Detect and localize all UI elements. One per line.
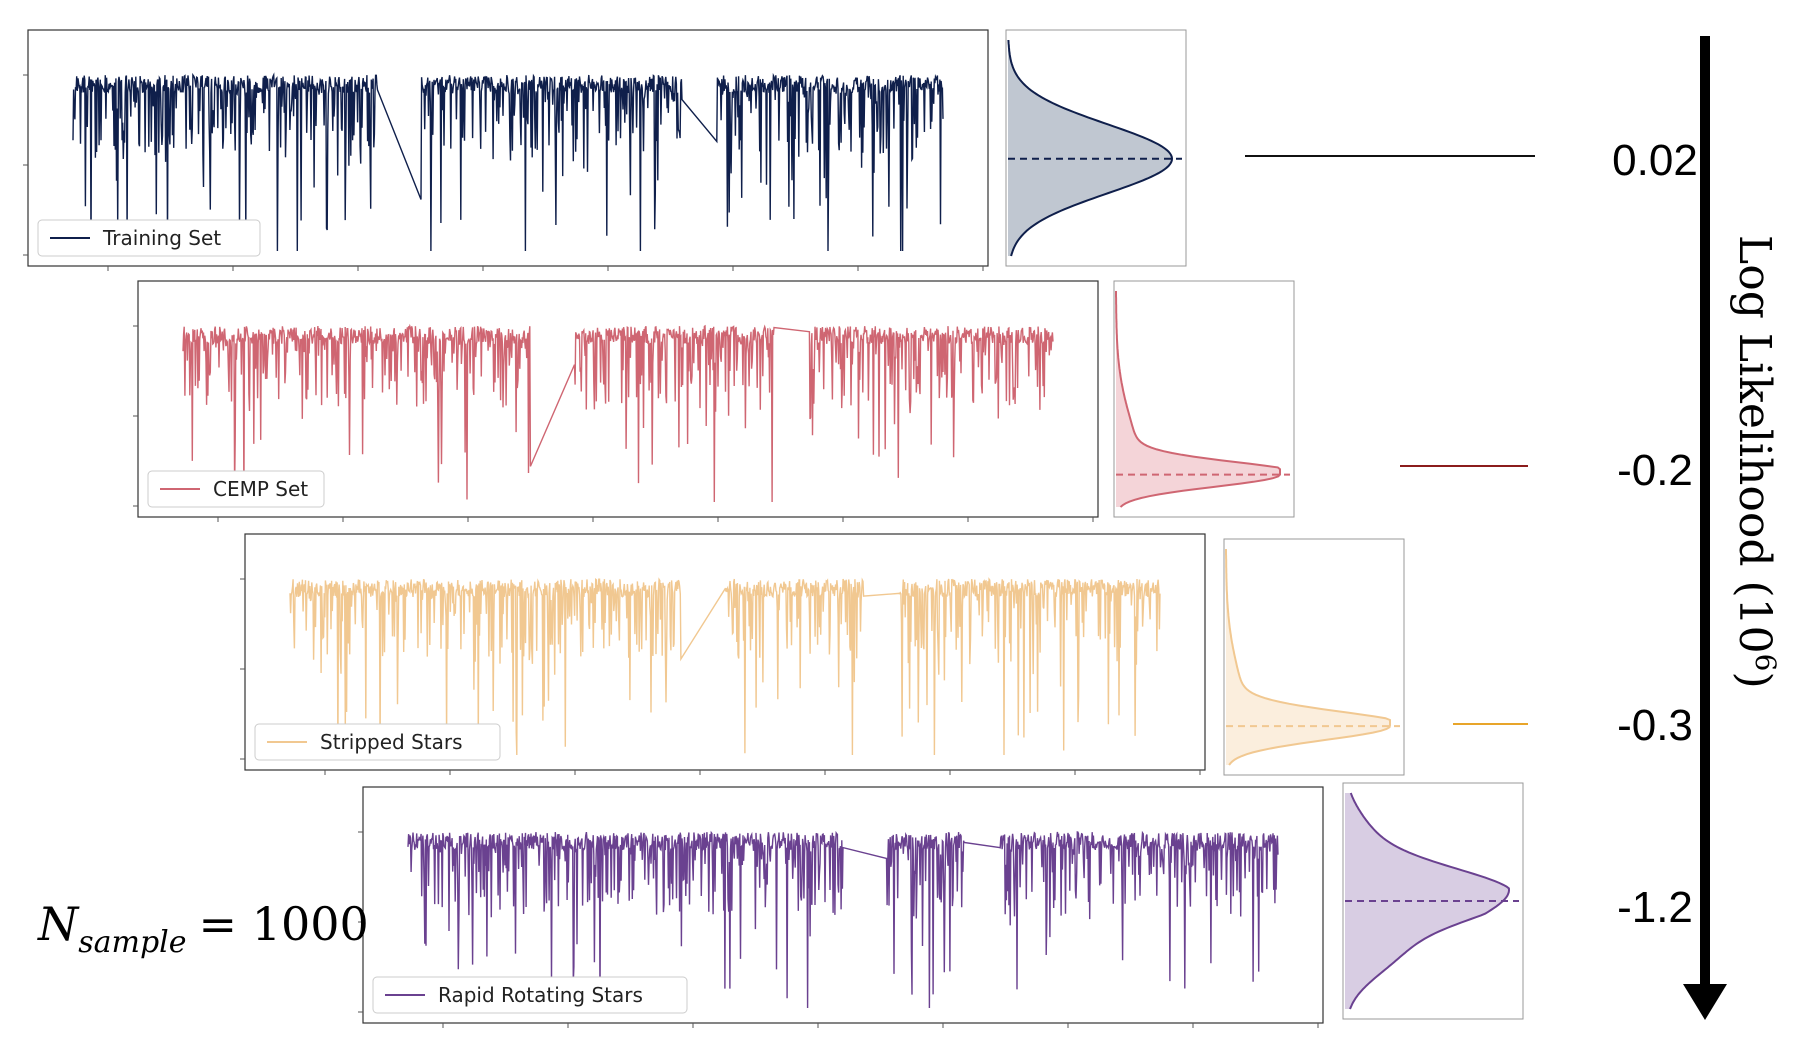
- legend-box: [147, 470, 325, 508]
- legend: Training Set: [37, 219, 261, 257]
- likelihood-value: -0.3: [1617, 701, 1693, 750]
- density-panel: [1005, 29, 1187, 267]
- legend: CEMP Set: [147, 470, 325, 508]
- n-sample-annotation: Nsample = 1000: [37, 897, 369, 960]
- log-likelihood-axis-arrow: [1683, 36, 1727, 1020]
- spectrum-panel: CEMP Set: [133, 280, 1099, 522]
- legend-box: [37, 219, 261, 257]
- legend-label: Stripped Stars: [320, 730, 463, 754]
- spectrum-line: [407, 830, 1279, 1009]
- legend-box: [254, 723, 501, 761]
- axis-title: Log Likelihood (106): [1729, 235, 1782, 689]
- legend-label: Training Set: [102, 226, 221, 250]
- density-fill: [1116, 291, 1280, 507]
- likelihood-value: 0.02: [1612, 136, 1698, 185]
- spectra-panels: Training Set CEMP Set Stripped Stars Rapid …: [23, 29, 1524, 1028]
- density-curve: [1007, 39, 1174, 257]
- legend: Stripped Stars: [254, 723, 501, 761]
- density-panel: [1113, 280, 1295, 518]
- spectrum-line: [289, 577, 1161, 756]
- spectrum-panel: Rapid Rotating Stars: [358, 786, 1324, 1028]
- density-fill: [1226, 549, 1390, 765]
- likelihood-value: -1.2: [1617, 883, 1693, 932]
- legend: Rapid Rotating Stars: [372, 976, 688, 1014]
- spectrum-line: [182, 323, 1054, 503]
- legend-label: Rapid Rotating Stars: [438, 983, 643, 1007]
- legend-box: [372, 976, 688, 1014]
- density-panel: [1342, 782, 1524, 1020]
- likelihood-value: -0.2: [1617, 446, 1693, 495]
- density-fill: [1345, 793, 1509, 1009]
- density-curve: [1225, 549, 1391, 766]
- spectrum-panel: Training Set: [23, 29, 989, 271]
- spectrum-panel: Stripped Stars: [240, 533, 1206, 775]
- density-fill: [1008, 40, 1172, 256]
- spectrum-line: [72, 72, 944, 252]
- legend-label: CEMP Set: [213, 477, 308, 501]
- density-panel: [1223, 538, 1405, 776]
- likelihood-markers: 0.02 -0.2 -0.3 -1.2: [1245, 136, 1698, 932]
- density-curve: [1115, 291, 1281, 508]
